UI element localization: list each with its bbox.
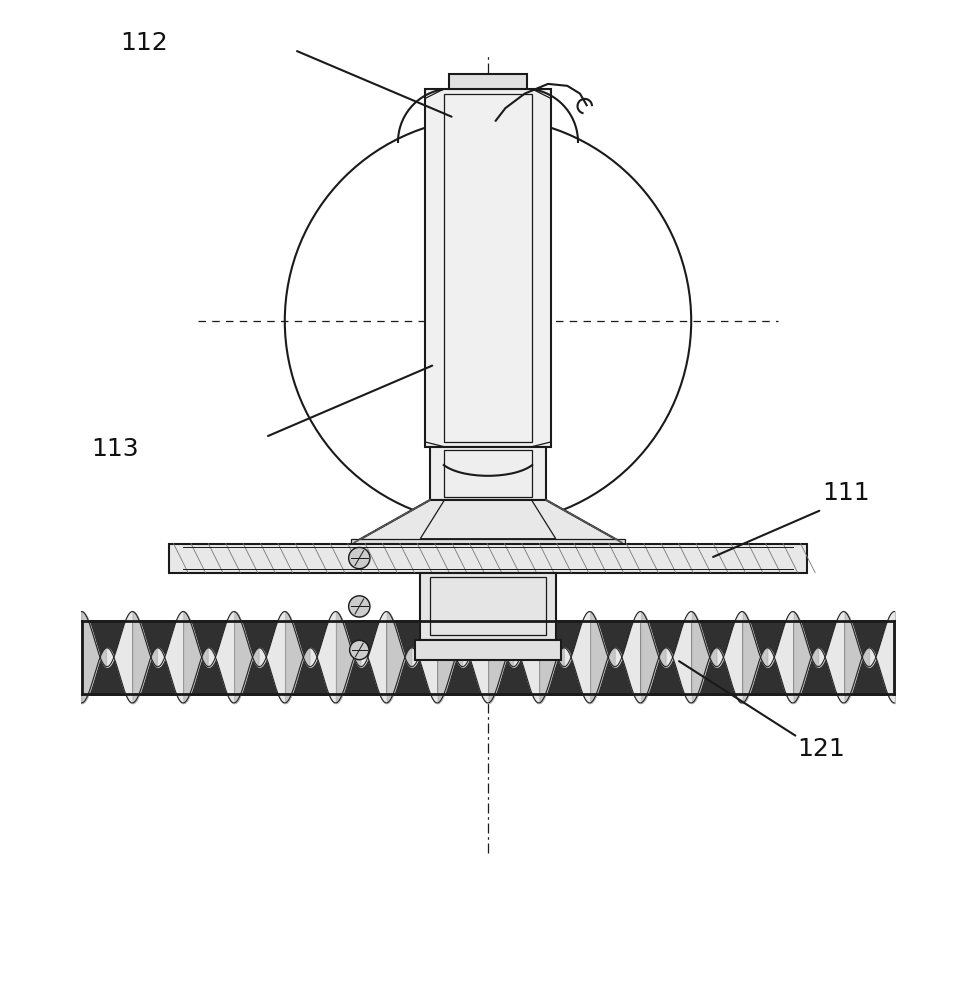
Bar (444, 94, 532, 442)
Bar (421, 573, 555, 640)
Bar (426, 89, 550, 447)
Text: 112: 112 (120, 31, 168, 55)
Bar (449, 74, 527, 89)
Polygon shape (352, 500, 624, 544)
Text: 111: 111 (822, 481, 870, 505)
Bar (430, 577, 546, 635)
Text: 121: 121 (797, 737, 845, 761)
Bar (82, 621, 894, 694)
Bar (416, 640, 560, 660)
Bar (350, 539, 626, 544)
Bar (169, 544, 807, 573)
Text: 113: 113 (92, 437, 139, 461)
Bar (430, 447, 546, 500)
Circle shape (348, 596, 370, 617)
Circle shape (349, 640, 369, 660)
Bar (444, 450, 532, 497)
Circle shape (348, 547, 370, 569)
